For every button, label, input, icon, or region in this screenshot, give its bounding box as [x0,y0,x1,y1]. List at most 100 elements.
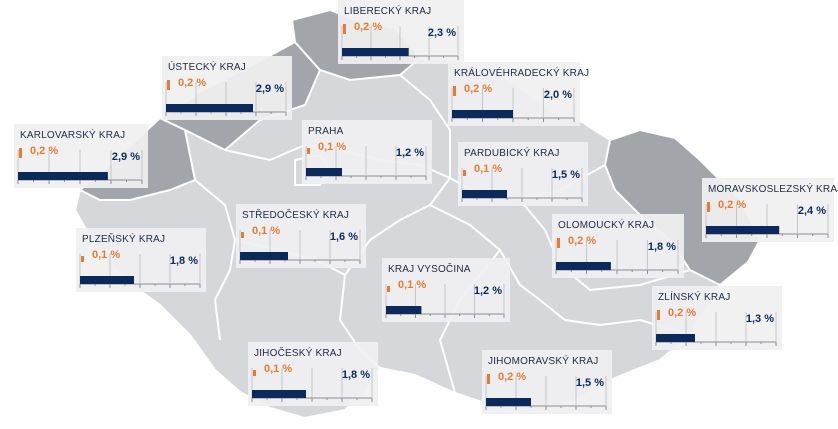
orange-value-label: 0,2 % [354,21,382,33]
region-panel-zlinsky: ZLÍNSKÝ KRAJ 0,2 % 1,3 % [652,286,782,350]
region-panel-pardubicky: PARDUBICKÝ KRAJ 0,1 % 1,5 % [458,142,588,206]
region-chart: 0,2 % 2,4 % [705,199,829,238]
navy-bar [166,104,253,112]
navy-value-label: 2,4 % [798,205,826,217]
region-chart: 0,1 % 1,2 % [305,141,427,180]
region-name: PLZEŇSKÝ KRAJ [82,234,166,245]
navy-bar [80,276,134,284]
navy-bar [18,172,108,180]
region-name: JIHOMORAVSKÝ KRAJ [488,356,599,367]
navy-bar [306,168,342,176]
region-name: MORAVSKOSLEZSKÝ KRAJ [708,184,838,195]
region-name: ÚSTECKÝ KRAJ [168,62,246,73]
orange-bar [387,286,390,292]
region-panel-moravskoslezsky: MORAVSKOSLEZSKÝ KRAJ 0,2 % 2,4 % [702,178,838,242]
orange-value-label: 0,2 % [498,371,526,383]
region-shape-moravskoslezsky [603,128,762,287]
orange-value-label: 0,1 % [92,249,120,261]
navy-value-label: 1,8 % [648,241,676,253]
navy-bar [342,48,409,56]
region-name: STŘEDOČESKÝ KRAJ [242,210,350,221]
orange-bar [657,310,660,320]
region-panel-liberecky: LIBERECKÝ KRAJ 0,2 % 2,3 % [338,0,464,64]
navy-value-label: 1,8 % [170,255,198,267]
region-chart: 0,2 % 2,9 % [165,77,287,116]
region-name: PRAHA [308,126,344,137]
region-panel-plzensky: PLZEŇSKÝ KRAJ 0,1 % 1,8 % [76,228,206,292]
region-chart: 0,1 % 1,5 % [461,163,583,202]
region-name: ZLÍNSKÝ KRAJ [658,292,731,303]
region-chart: 0,2 % 1,8 % [555,235,679,274]
orange-bar [707,202,710,212]
region-chart: 0,1 % 1,6 % [239,225,361,264]
region-panel-stredocesky: STŘEDOČESKÝ KRAJ 0,1 % 1,6 % [236,204,366,268]
region-chart: 0,1 % 1,2 % [385,279,505,318]
region-chart: 0,2 % 1,5 % [485,371,607,410]
navy-bar [386,306,422,314]
navy-value-label: 2,9 % [256,83,284,95]
orange-value-label: 0,2 % [464,83,492,95]
navy-value-label: 1,2 % [474,285,502,297]
region-panel-kralovehradecky: KRÁLOVÉHRADECKÝ KRAJ 0,2 % 2,0 % [448,62,589,126]
orange-value-label: 0,1 % [398,279,426,291]
orange-value-label: 0,1 % [474,163,502,175]
region-panel-olomoucky: OLOMOUCKÝ KRAJ 0,2 % 1,8 % [552,214,684,278]
region-name: KRAJ VYSOČINA [388,264,471,275]
orange-value-label: 0,2 % [30,145,58,157]
orange-bar [253,370,256,376]
region-panel-karlovarsky: KARLOVARSKÝ KRAJ 0,2 % 2,9 % [14,124,148,188]
region-panel-praha: PRAHA 0,1 % 1,2 % [302,120,432,184]
navy-bar [556,262,611,270]
orange-bar [307,148,310,154]
orange-value-label: 0,2 % [718,199,746,211]
orange-value-label: 0,2 % [568,235,596,247]
region-panel-jihocesky: JIHOČESKÝ KRAJ 0,1 % 1,8 % [248,342,378,406]
region-name: KARLOVARSKÝ KRAJ [20,130,126,141]
region-chart: 0,2 % 2,0 % [451,83,575,122]
region-name: OLOMOUCKÝ KRAJ [558,220,655,231]
orange-bar [167,80,170,90]
region-chart: 0,1 % 1,8 % [79,249,201,288]
region-chart: 0,2 % 2,9 % [17,145,143,184]
navy-value-label: 1,5 % [576,377,604,389]
orange-bar [19,148,22,158]
region-chart: 0,1 % 1,8 % [251,363,373,402]
navy-value-label: 2,9 % [112,151,140,163]
orange-bar [81,256,84,262]
orange-value-label: 0,2 % [178,77,206,89]
region-chart: 0,2 % 2,3 % [341,21,459,60]
navy-value-label: 1,3 % [746,313,774,325]
region-panel-ustecky: ÚSTECKÝ KRAJ 0,2 % 2,9 % [162,56,292,120]
orange-bar [557,238,560,248]
navy-bar [252,390,306,398]
region-name: PARDUBICKÝ KRAJ [464,148,560,159]
navy-value-label: 1,8 % [342,369,370,381]
navy-bar [656,334,695,342]
region-name: KRÁLOVÉHRADECKÝ KRAJ [454,68,590,79]
orange-bar [453,86,456,96]
navy-bar [706,226,780,234]
orange-bar [343,24,346,34]
navy-value-label: 2,3 % [428,27,456,39]
navy-value-label: 1,2 % [396,147,424,159]
region-name: JIHOČESKÝ KRAJ [254,348,342,359]
navy-value-label: 1,5 % [552,169,580,181]
orange-bar [487,374,490,384]
region-panel-vysocina: KRAJ VYSOČINA 0,1 % 1,2 % [382,258,510,322]
region-chart: 0,2 % 1,3 % [655,307,777,346]
orange-value-label: 0,2 % [668,307,696,319]
navy-bar [462,190,507,198]
orange-value-label: 0,1 % [264,363,292,375]
region-panel-jihomoravsky: JIHOMORAVSKÝ KRAJ 0,2 % 1,5 % [482,350,612,414]
navy-value-label: 2,0 % [544,89,572,101]
orange-bar [241,232,244,238]
orange-value-label: 0,1 % [318,141,346,153]
navy-bar [240,252,288,260]
orange-value-label: 0,1 % [252,225,280,237]
navy-value-label: 1,6 % [330,231,358,243]
orange-bar [463,170,466,176]
navy-bar [486,398,531,406]
navy-bar [452,110,513,118]
region-name: LIBERECKÝ KRAJ [344,6,432,17]
